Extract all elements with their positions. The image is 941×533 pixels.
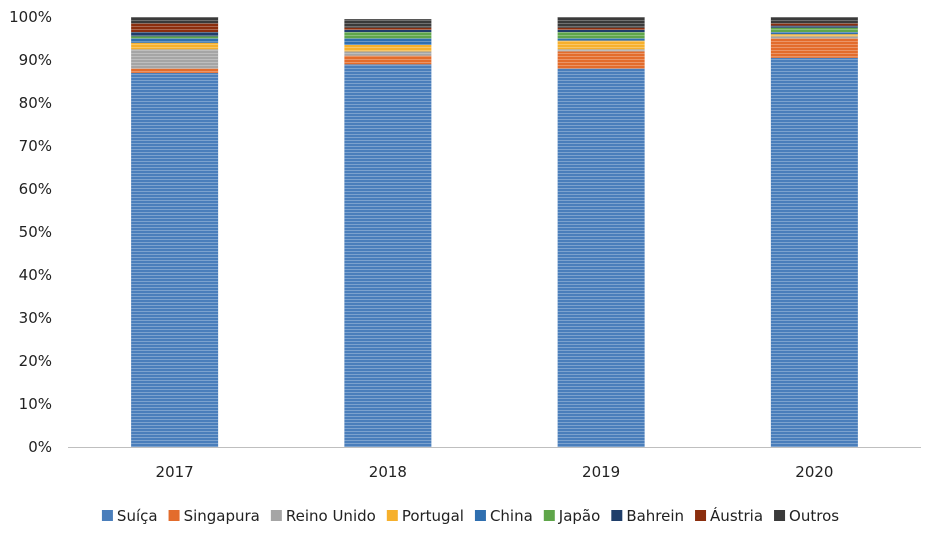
x-tick-label: 2020: [795, 463, 833, 481]
legend-swatch: [474, 510, 486, 521]
bar-segment-texture: [770, 34, 858, 37]
legend-item: Áustria: [695, 506, 763, 525]
x-tick-label: 2019: [582, 463, 620, 481]
y-tick-label: 100%: [9, 8, 52, 26]
bar-segment-texture: [131, 42, 219, 50]
legend-label: Suíça: [117, 507, 158, 525]
legend-item: Outros: [774, 507, 839, 525]
bars: [131, 17, 858, 448]
bar-segment-texture: [770, 38, 858, 58]
legend-label: Outros: [789, 507, 839, 525]
bar-segment-texture: [344, 29, 432, 33]
bar-segment-texture: [131, 72, 219, 448]
y-tick-label: 90%: [19, 51, 52, 69]
legend-item: Singapura: [168, 507, 260, 525]
bar-segment-texture: [131, 38, 219, 43]
legend-label: Bahrein: [626, 507, 684, 525]
bar-segment-texture: [344, 51, 432, 56]
bar-segment-texture: [770, 27, 858, 33]
bar-segment-texture: [770, 23, 858, 26]
bar-segment-texture: [131, 17, 219, 24]
legend-swatch: [774, 510, 786, 521]
x-tick-label: 2017: [156, 463, 194, 481]
legend-label: Japão: [558, 507, 601, 525]
x-tick-label: 2018: [369, 463, 407, 481]
y-tick-label: 40%: [19, 266, 52, 284]
legend-label: China: [490, 507, 533, 525]
bar-segment-texture: [557, 27, 645, 30]
x-axis: 2017 2018 2019 2020: [68, 447, 921, 481]
y-tick-label: 20%: [19, 352, 52, 370]
y-tick-label: 10%: [19, 395, 52, 413]
legend-label: Singapura: [184, 507, 260, 525]
legend-item: China: [474, 507, 533, 525]
bar-segment-texture: [344, 27, 432, 30]
bar-segment-texture: [770, 25, 858, 28]
legend-swatch: [386, 510, 398, 521]
legend-swatch: [101, 510, 113, 521]
legend-swatch: [270, 510, 282, 521]
bar-segment-texture: [557, 40, 645, 50]
bar-segment-texture: [344, 19, 432, 28]
legend-item: Suíça: [101, 507, 158, 525]
legend-item: Portugal: [386, 507, 464, 525]
bar-segment-texture: [770, 57, 858, 447]
bar-segment-texture: [131, 36, 219, 39]
y-tick-label: 60%: [19, 180, 52, 198]
bar-segment-texture: [131, 68, 219, 73]
bar-segment-texture: [557, 68, 645, 447]
legend-label: Reino Unido: [286, 507, 376, 525]
bar-segment-texture: [557, 32, 645, 39]
bar-segment-texture: [344, 55, 432, 65]
bar-segment-texture: [557, 17, 645, 28]
bar-segment-texture: [770, 36, 858, 39]
bar-segment-texture: [770, 32, 858, 35]
bar-segment-texture: [557, 38, 645, 41]
y-tick-label: 70%: [19, 137, 52, 155]
legend-item: Bahrein: [611, 507, 684, 525]
bar-segment-texture: [344, 44, 432, 52]
legend-item: Japão: [543, 507, 601, 525]
bar-segment-texture: [344, 32, 432, 39]
bar-segment-texture: [344, 38, 432, 45]
bar-segment-texture: [131, 32, 219, 37]
legend-label: Portugal: [402, 507, 464, 525]
y-tick-label: 30%: [19, 309, 52, 327]
y-tick-label: 80%: [19, 94, 52, 112]
y-tick-label: 0%: [28, 438, 52, 456]
y-tick-label: 50%: [19, 223, 52, 241]
legend-swatch: [168, 510, 180, 521]
bar-segment-texture: [557, 29, 645, 33]
y-axis: 0% 10% 20% 30% 40% 50% 60% 70% 80% 90% 100%: [9, 8, 52, 456]
legend-item: Reino Unido: [270, 507, 376, 525]
legend-swatch: [695, 510, 707, 521]
bar-segment-texture: [557, 49, 645, 52]
bar-segment-texture: [557, 51, 645, 69]
legend-swatch: [543, 510, 555, 521]
legend: Suíça Singapura Reino Unido Portugal China Ja…: [101, 506, 839, 525]
bar-segment-texture: [131, 49, 219, 69]
legend-label: Áustria: [710, 506, 763, 525]
bar-segment-texture: [344, 64, 432, 448]
bar-segment-texture: [131, 23, 219, 33]
legend-swatch: [611, 510, 623, 521]
bar-segment-texture: [770, 17, 858, 24]
